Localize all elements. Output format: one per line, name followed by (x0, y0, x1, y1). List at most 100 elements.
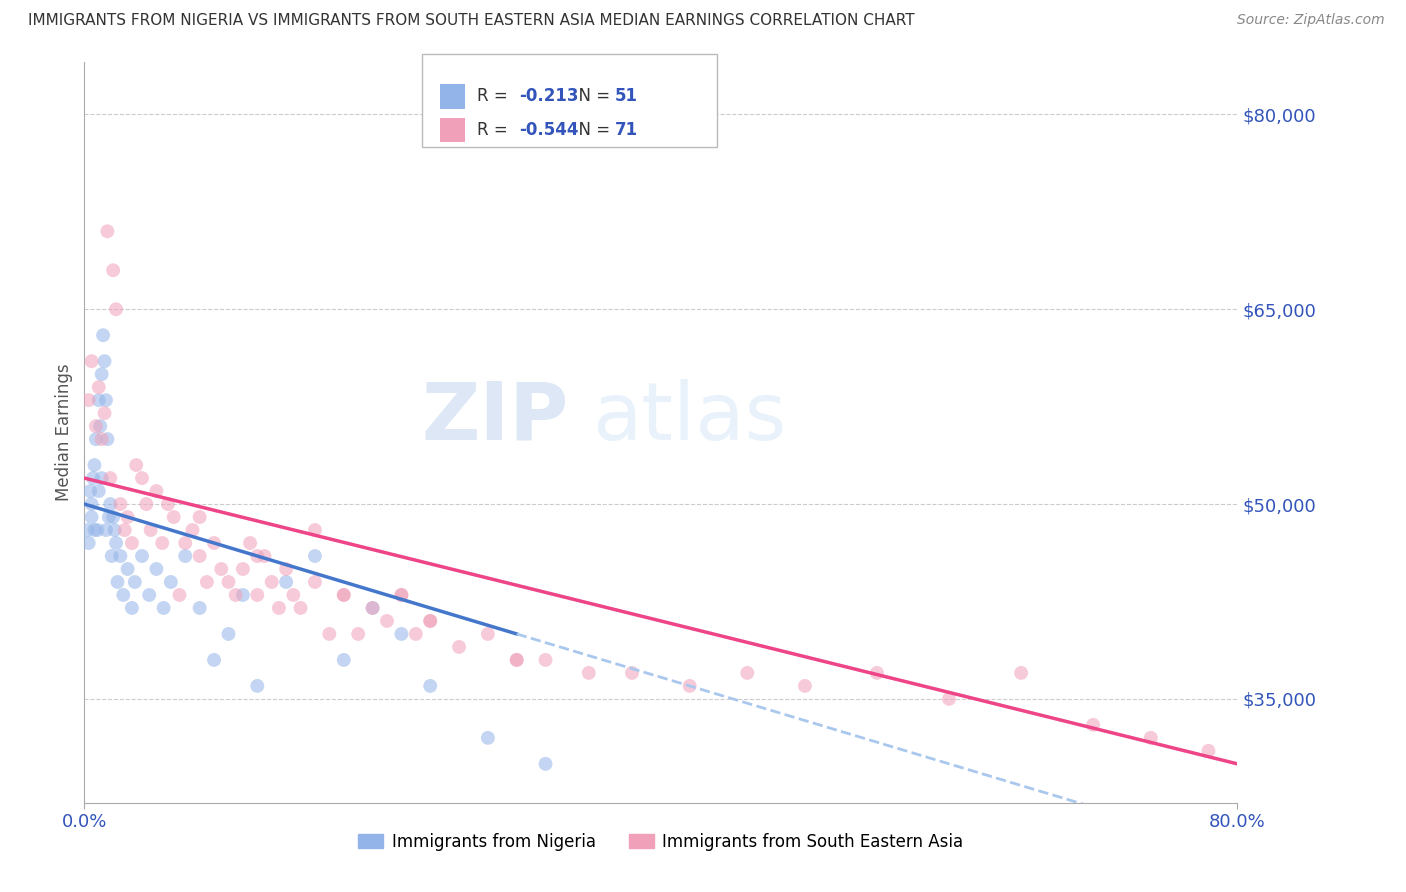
Point (181, 523, 204, 537)
Text: R =: R = (477, 87, 513, 105)
Point (188, 549, 211, 563)
Point (246, 549, 269, 563)
Point (361, 601, 384, 615)
Point (419, 614, 441, 628)
Point (100, 549, 122, 563)
Text: 71: 71 (614, 121, 637, 139)
Point (135, 497, 157, 511)
Point (477, 627, 499, 641)
Point (283, 588, 305, 602)
Point (534, 653, 557, 667)
Point (94, 393, 117, 408)
Point (145, 484, 167, 499)
Point (391, 627, 413, 641)
Point (84, 419, 107, 434)
Point (737, 665, 759, 680)
Point (534, 756, 557, 771)
Point (866, 665, 889, 680)
Point (93, 354, 115, 368)
Point (304, 574, 326, 589)
Point (304, 549, 326, 563)
Point (333, 588, 356, 602)
Point (506, 653, 529, 667)
Point (84, 432, 107, 446)
Point (107, 574, 129, 589)
Point (163, 510, 186, 524)
Point (139, 523, 162, 537)
Point (391, 588, 413, 602)
Point (938, 692, 960, 706)
Point (103, 510, 124, 524)
Text: ZIP: ZIP (422, 379, 568, 457)
Point (232, 562, 254, 576)
Point (121, 601, 143, 615)
Point (103, 263, 124, 277)
Point (333, 588, 356, 602)
Point (98, 471, 121, 485)
Point (169, 588, 191, 602)
Point (679, 679, 702, 693)
Point (1198, 744, 1220, 758)
Point (93, 406, 115, 420)
Point (578, 665, 600, 680)
Point (104, 523, 127, 537)
Point (96, 224, 118, 238)
Point (160, 574, 183, 589)
Point (83, 458, 105, 472)
Point (125, 458, 148, 472)
Point (232, 588, 254, 602)
Point (105, 536, 128, 550)
Point (246, 679, 269, 693)
Point (405, 627, 427, 641)
Point (1140, 731, 1163, 745)
Point (209, 562, 232, 576)
Text: -0.213: -0.213 (519, 87, 578, 105)
Text: Source: ZipAtlas.com: Source: ZipAtlas.com (1237, 13, 1385, 28)
Point (794, 679, 817, 693)
Point (267, 601, 290, 615)
Point (506, 653, 529, 667)
Point (174, 536, 197, 550)
Point (333, 653, 356, 667)
Text: IMMIGRANTS FROM NIGERIA VS IMMIGRANTS FROM SOUTH EASTERN ASIA MEDIAN EARNINGS CO: IMMIGRANTS FROM NIGERIA VS IMMIGRANTS FR… (28, 13, 915, 29)
Point (318, 627, 340, 641)
Point (419, 614, 441, 628)
Point (174, 549, 197, 563)
Point (156, 497, 179, 511)
Point (80, 354, 103, 368)
Point (121, 536, 143, 550)
Point (80, 497, 103, 511)
Point (90, 367, 112, 381)
Point (347, 627, 370, 641)
Point (117, 562, 139, 576)
Text: 51: 51 (614, 87, 637, 105)
Point (218, 627, 240, 641)
Point (202, 536, 225, 550)
Point (90, 471, 112, 485)
Point (80, 510, 103, 524)
Point (90, 432, 112, 446)
Point (375, 614, 398, 628)
Point (91, 328, 114, 343)
Point (225, 588, 247, 602)
Point (97, 510, 120, 524)
Point (87, 393, 110, 408)
Point (86, 523, 108, 537)
Point (110, 549, 132, 563)
Point (87, 484, 110, 499)
Point (110, 497, 132, 511)
Point (83, 523, 105, 537)
Point (246, 588, 269, 602)
Point (145, 562, 167, 576)
Point (77, 393, 100, 408)
Text: atlas: atlas (592, 379, 786, 457)
Point (131, 471, 153, 485)
Text: -0.544: -0.544 (519, 121, 578, 139)
Point (96, 432, 118, 446)
Point (276, 574, 298, 589)
Point (1010, 665, 1032, 680)
Point (621, 665, 644, 680)
Point (79, 484, 101, 499)
Point (260, 574, 283, 589)
Text: N =: N = (568, 87, 616, 105)
